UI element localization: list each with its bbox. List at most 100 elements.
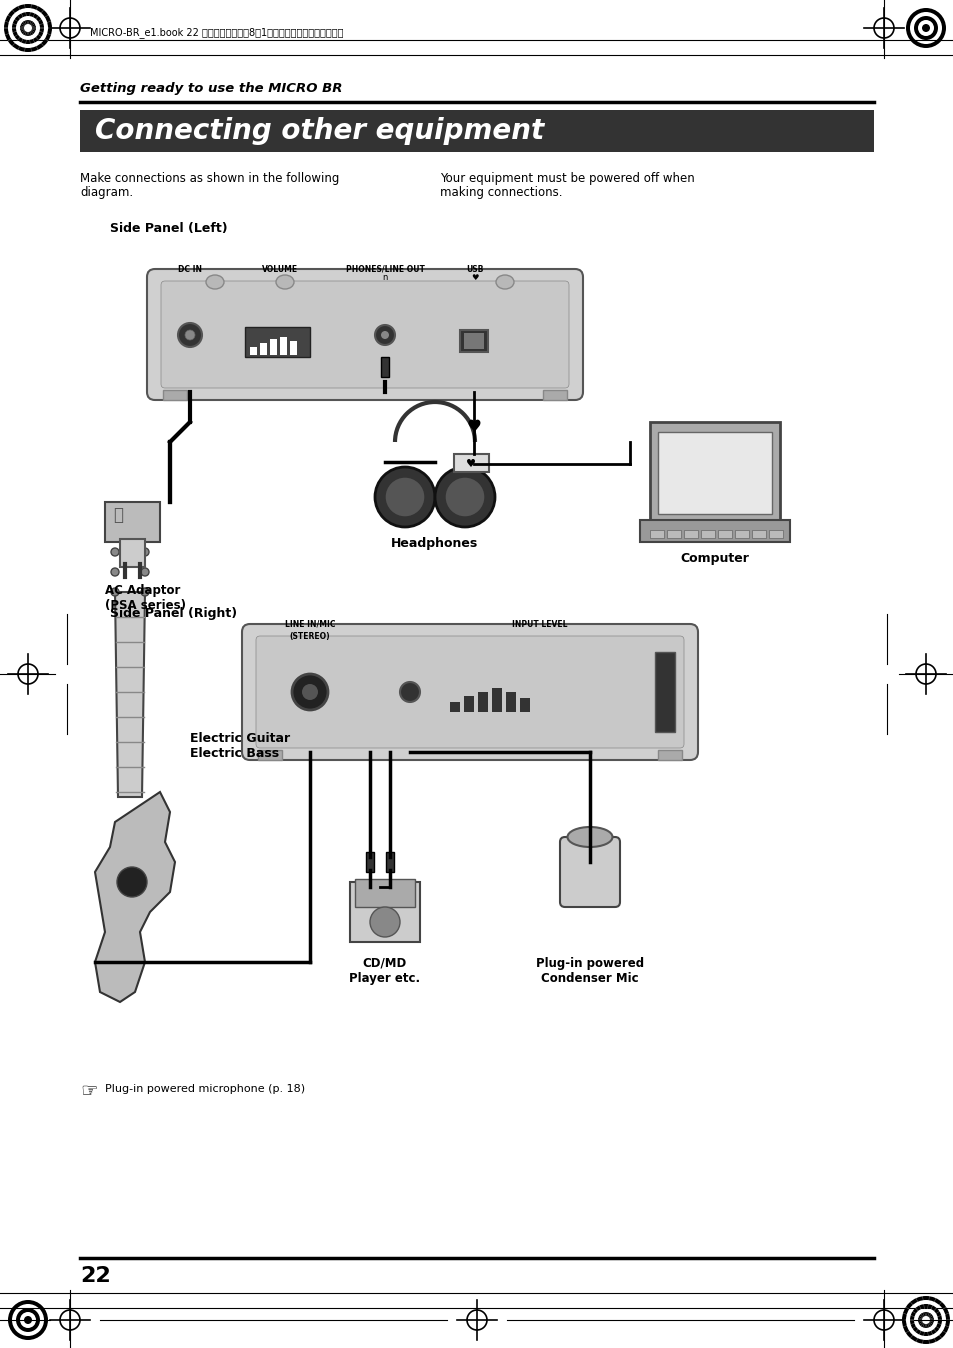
Bar xyxy=(366,852,374,872)
Bar xyxy=(260,342,267,355)
Text: Plug-in powered microphone (p. 18): Plug-in powered microphone (p. 18) xyxy=(105,1084,305,1095)
Bar xyxy=(683,530,698,538)
Text: Plug-in powered: Plug-in powered xyxy=(536,957,643,971)
FancyBboxPatch shape xyxy=(559,837,619,907)
Circle shape xyxy=(444,477,484,518)
Text: Condenser Mic: Condenser Mic xyxy=(540,972,639,985)
Circle shape xyxy=(905,1299,945,1340)
Circle shape xyxy=(435,466,495,527)
Bar xyxy=(459,330,488,352)
Circle shape xyxy=(111,549,119,555)
Bar xyxy=(105,501,160,542)
Bar xyxy=(751,530,765,538)
Circle shape xyxy=(111,568,119,576)
Circle shape xyxy=(901,1295,949,1344)
Text: INPUT LEVEL: INPUT LEVEL xyxy=(512,620,567,630)
Text: (PSA series): (PSA series) xyxy=(105,599,186,612)
Bar xyxy=(639,520,789,542)
Polygon shape xyxy=(95,793,174,1002)
Polygon shape xyxy=(115,592,145,797)
Text: 22: 22 xyxy=(80,1266,111,1286)
Bar xyxy=(350,882,419,942)
Circle shape xyxy=(4,4,52,53)
Bar xyxy=(80,111,873,152)
Circle shape xyxy=(375,325,395,345)
FancyBboxPatch shape xyxy=(255,636,683,748)
Circle shape xyxy=(913,16,937,40)
Circle shape xyxy=(16,1308,40,1332)
Circle shape xyxy=(141,588,149,596)
Text: DC IN: DC IN xyxy=(178,266,202,274)
Text: Electric Guitar: Electric Guitar xyxy=(190,732,290,745)
Bar xyxy=(355,879,415,907)
Circle shape xyxy=(24,24,32,32)
Circle shape xyxy=(921,24,929,32)
Circle shape xyxy=(12,1304,44,1336)
Text: USB: USB xyxy=(466,266,483,274)
Bar xyxy=(290,341,296,355)
Bar xyxy=(658,749,681,760)
Text: PHONES/LINE OUT: PHONES/LINE OUT xyxy=(345,266,424,274)
Circle shape xyxy=(901,4,949,53)
Bar xyxy=(768,530,782,538)
Text: Getting ready to use the MICRO BR: Getting ready to use the MICRO BR xyxy=(80,82,342,94)
Bar xyxy=(454,454,489,472)
Circle shape xyxy=(16,16,40,40)
Ellipse shape xyxy=(206,275,224,288)
Circle shape xyxy=(141,568,149,576)
Bar xyxy=(386,852,394,872)
Bar xyxy=(463,696,474,712)
Bar xyxy=(492,687,501,712)
Text: n: n xyxy=(382,274,387,282)
Text: Make connections as shown in the following: Make connections as shown in the followi… xyxy=(80,173,339,185)
Circle shape xyxy=(20,20,36,36)
Circle shape xyxy=(20,1312,36,1328)
Text: ☞: ☞ xyxy=(80,1082,97,1101)
Bar xyxy=(542,390,566,400)
Bar xyxy=(734,530,748,538)
Text: Player etc.: Player etc. xyxy=(349,972,420,985)
Circle shape xyxy=(905,8,945,49)
Ellipse shape xyxy=(275,275,294,288)
Ellipse shape xyxy=(496,275,514,288)
Text: making connections.: making connections. xyxy=(439,186,562,200)
Circle shape xyxy=(375,466,435,527)
Bar xyxy=(718,530,731,538)
Bar xyxy=(649,422,780,522)
Text: ♥: ♥ xyxy=(465,460,476,469)
Circle shape xyxy=(292,674,328,710)
Bar xyxy=(658,431,771,514)
Bar xyxy=(120,539,145,568)
Circle shape xyxy=(12,12,44,44)
FancyBboxPatch shape xyxy=(161,280,568,388)
Circle shape xyxy=(117,867,147,896)
Circle shape xyxy=(302,683,317,700)
Circle shape xyxy=(399,682,419,702)
Bar xyxy=(450,702,459,712)
Bar xyxy=(649,530,663,538)
Text: Side Panel (Left): Side Panel (Left) xyxy=(110,222,228,235)
FancyBboxPatch shape xyxy=(242,624,698,760)
Text: Your equipment must be powered off when: Your equipment must be powered off when xyxy=(439,173,694,185)
Bar xyxy=(505,692,516,712)
Circle shape xyxy=(8,1299,48,1340)
Bar xyxy=(270,338,276,355)
FancyBboxPatch shape xyxy=(147,270,582,400)
Text: Headphones: Headphones xyxy=(391,537,478,550)
Bar xyxy=(380,357,389,377)
Text: diagram.: diagram. xyxy=(80,186,133,200)
Text: MICRO-BR_e1.book 22 ページ２００６年8月1日　火曜日　午後１２時６分: MICRO-BR_e1.book 22 ページ２００６年8月1日 火曜日 午後１… xyxy=(90,27,343,39)
Bar xyxy=(280,337,287,355)
Text: CD/MD: CD/MD xyxy=(362,957,407,971)
Text: (STEREO): (STEREO) xyxy=(290,632,330,642)
Circle shape xyxy=(24,1316,32,1324)
Ellipse shape xyxy=(567,828,612,847)
Circle shape xyxy=(111,588,119,596)
Circle shape xyxy=(917,20,933,36)
Bar xyxy=(463,333,483,349)
Circle shape xyxy=(178,324,202,346)
Text: LINE IN/MIC: LINE IN/MIC xyxy=(284,620,335,630)
Text: ⎓: ⎓ xyxy=(112,506,123,524)
Text: VOLUME: VOLUME xyxy=(262,266,297,274)
Circle shape xyxy=(921,1316,929,1324)
